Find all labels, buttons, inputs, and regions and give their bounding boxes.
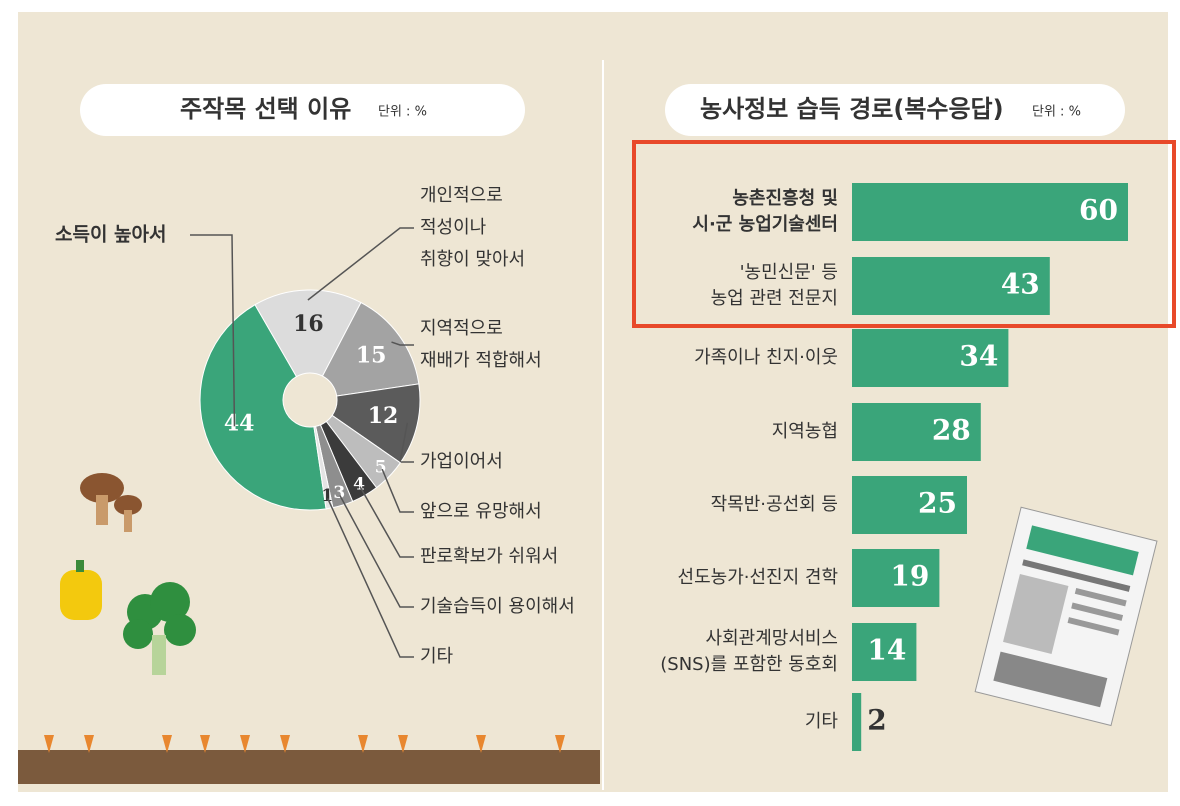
category-label: 기술습득이 용이해서: [420, 596, 575, 617]
leader-line: [391, 341, 414, 346]
value-label: 12: [368, 403, 399, 429]
category-label: 적성이나: [420, 217, 486, 238]
category-label: '농민신문' 등: [740, 262, 838, 283]
value-label: 1: [321, 486, 333, 506]
category-label: 기타: [805, 711, 839, 732]
value-label: 25: [918, 487, 957, 520]
title-pill: [80, 84, 525, 136]
category-label: 지역적으로: [420, 318, 503, 339]
category-label: 지역농협: [772, 421, 838, 442]
category-label: 개인적으로: [420, 185, 503, 206]
leader-line: [339, 495, 414, 608]
unit-label: 단위 : %: [378, 105, 427, 120]
category-label: 농업 관련 전문지: [711, 288, 838, 309]
category-label: 선도농가·선진지 견학: [678, 567, 838, 588]
pie-slice: [331, 383, 421, 464]
chart-title: 주작목 선택 이유: [180, 95, 351, 123]
value-label: 34: [959, 340, 998, 373]
leader-line: [327, 498, 414, 658]
unit-label: 단위 : %: [1032, 105, 1081, 120]
value-label: 2: [867, 704, 886, 737]
bar: [852, 329, 1009, 387]
highlight-box: [632, 140, 1176, 328]
pie-slice: [321, 301, 420, 397]
bar: [852, 403, 981, 461]
value-label: 43: [1001, 268, 1040, 301]
leader-line: [190, 234, 236, 427]
pie-slice: [199, 304, 327, 511]
category-label: 작목반·공선회 등: [711, 494, 838, 515]
pie-slice: [254, 289, 362, 378]
category-label: 시·군 농업기술센터: [692, 214, 838, 235]
leader-line: [381, 468, 414, 513]
category-label: 재배가 적합해서: [420, 350, 542, 371]
value-label: 15: [356, 343, 387, 369]
value-label: 5: [375, 457, 387, 477]
bar: [852, 183, 1128, 241]
title-pill: [665, 84, 1125, 136]
category-label: 기타: [420, 646, 454, 667]
value-label: 16: [293, 311, 324, 337]
carrots: [44, 735, 565, 753]
value-label: 14: [867, 634, 906, 667]
value-label: 19: [890, 560, 929, 593]
value-label: 3: [333, 483, 345, 503]
category-label: (SNS)를 포함한 동호회: [660, 654, 838, 675]
bar: [852, 623, 917, 681]
category-label: 취향이 맞아서: [420, 249, 525, 270]
leader-line: [307, 227, 414, 301]
mushroom: [80, 473, 142, 532]
category-label: 가업이어서: [420, 451, 503, 472]
category-label: 소득이 높아서: [55, 224, 167, 246]
bar: [852, 549, 940, 607]
leader-line: [359, 486, 414, 558]
bar: [852, 476, 967, 534]
chart-title: 농사정보 습득 경로(복수응답): [700, 95, 1004, 123]
category-label: 앞으로 유망해서: [420, 501, 542, 522]
broccoli: [123, 582, 196, 675]
pie-slice: [313, 425, 334, 510]
bar: [852, 693, 862, 751]
category-label: 가족이나 친지·이웃: [694, 347, 838, 368]
newspaper: [974, 506, 1158, 727]
category-label: 판로확보가 쉬워서: [420, 546, 558, 567]
value-label: 28: [932, 414, 971, 447]
pepper: [60, 560, 102, 620]
value-label: 60: [1079, 194, 1118, 227]
soil: [18, 750, 600, 784]
value-label: 44: [224, 411, 255, 437]
bar: [852, 257, 1050, 315]
category-label: 농촌진흥청 및: [732, 187, 838, 209]
category-label: 사회관계망서비스: [706, 628, 838, 649]
